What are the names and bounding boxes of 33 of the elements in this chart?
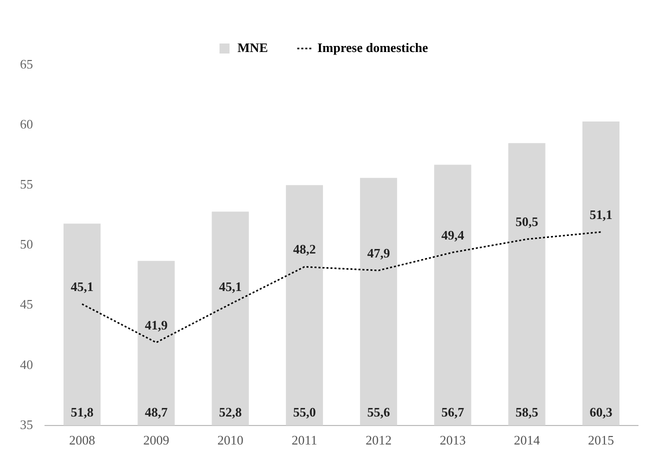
data-label: 48,7 <box>144 404 168 420</box>
y-tick-label: 50 <box>20 236 33 252</box>
data-label: 60,3 <box>590 404 613 420</box>
data-label: 48,2 <box>293 242 316 257</box>
data-label: 56,7 <box>441 404 465 420</box>
legend-label: Imprese domestiche <box>317 40 428 55</box>
data-label: 47,9 <box>367 245 390 260</box>
x-tick-label: 2015 <box>588 432 614 448</box>
y-tick-label: 65 <box>20 56 33 72</box>
x-tick-label: 2012 <box>366 432 392 448</box>
x-tick-label: 2014 <box>514 432 540 448</box>
legend-label: MNE <box>238 40 268 55</box>
data-label: 45,1 <box>218 278 242 294</box>
data-label: 41,9 <box>144 317 168 332</box>
data-label: 49,4 <box>441 227 465 242</box>
x-tick-label: 2008 <box>69 432 96 448</box>
data-label: 50,5 <box>515 214 539 230</box>
x-tick-label: 2009 <box>143 432 170 448</box>
x-tick-label: 2013 <box>440 432 466 448</box>
data-label: 52,8 <box>218 404 242 420</box>
x-tick-label: 2010 <box>217 432 244 448</box>
y-tick-label: 40 <box>20 356 33 372</box>
data-label: 55,0 <box>293 404 316 420</box>
y-tick-label: 60 <box>20 116 33 132</box>
data-label: 58,5 <box>515 404 539 420</box>
data-label: 51,1 <box>590 206 612 222</box>
y-tick-label: 35 <box>20 416 33 432</box>
x-tick-label: 2011 <box>292 432 318 448</box>
data-label: 55,6 <box>367 404 390 420</box>
data-label: 51,8 <box>70 404 94 420</box>
y-tick-label: 45 <box>20 296 33 312</box>
data-label: 45,1 <box>70 278 94 294</box>
y-tick-label: 55 <box>20 176 33 192</box>
